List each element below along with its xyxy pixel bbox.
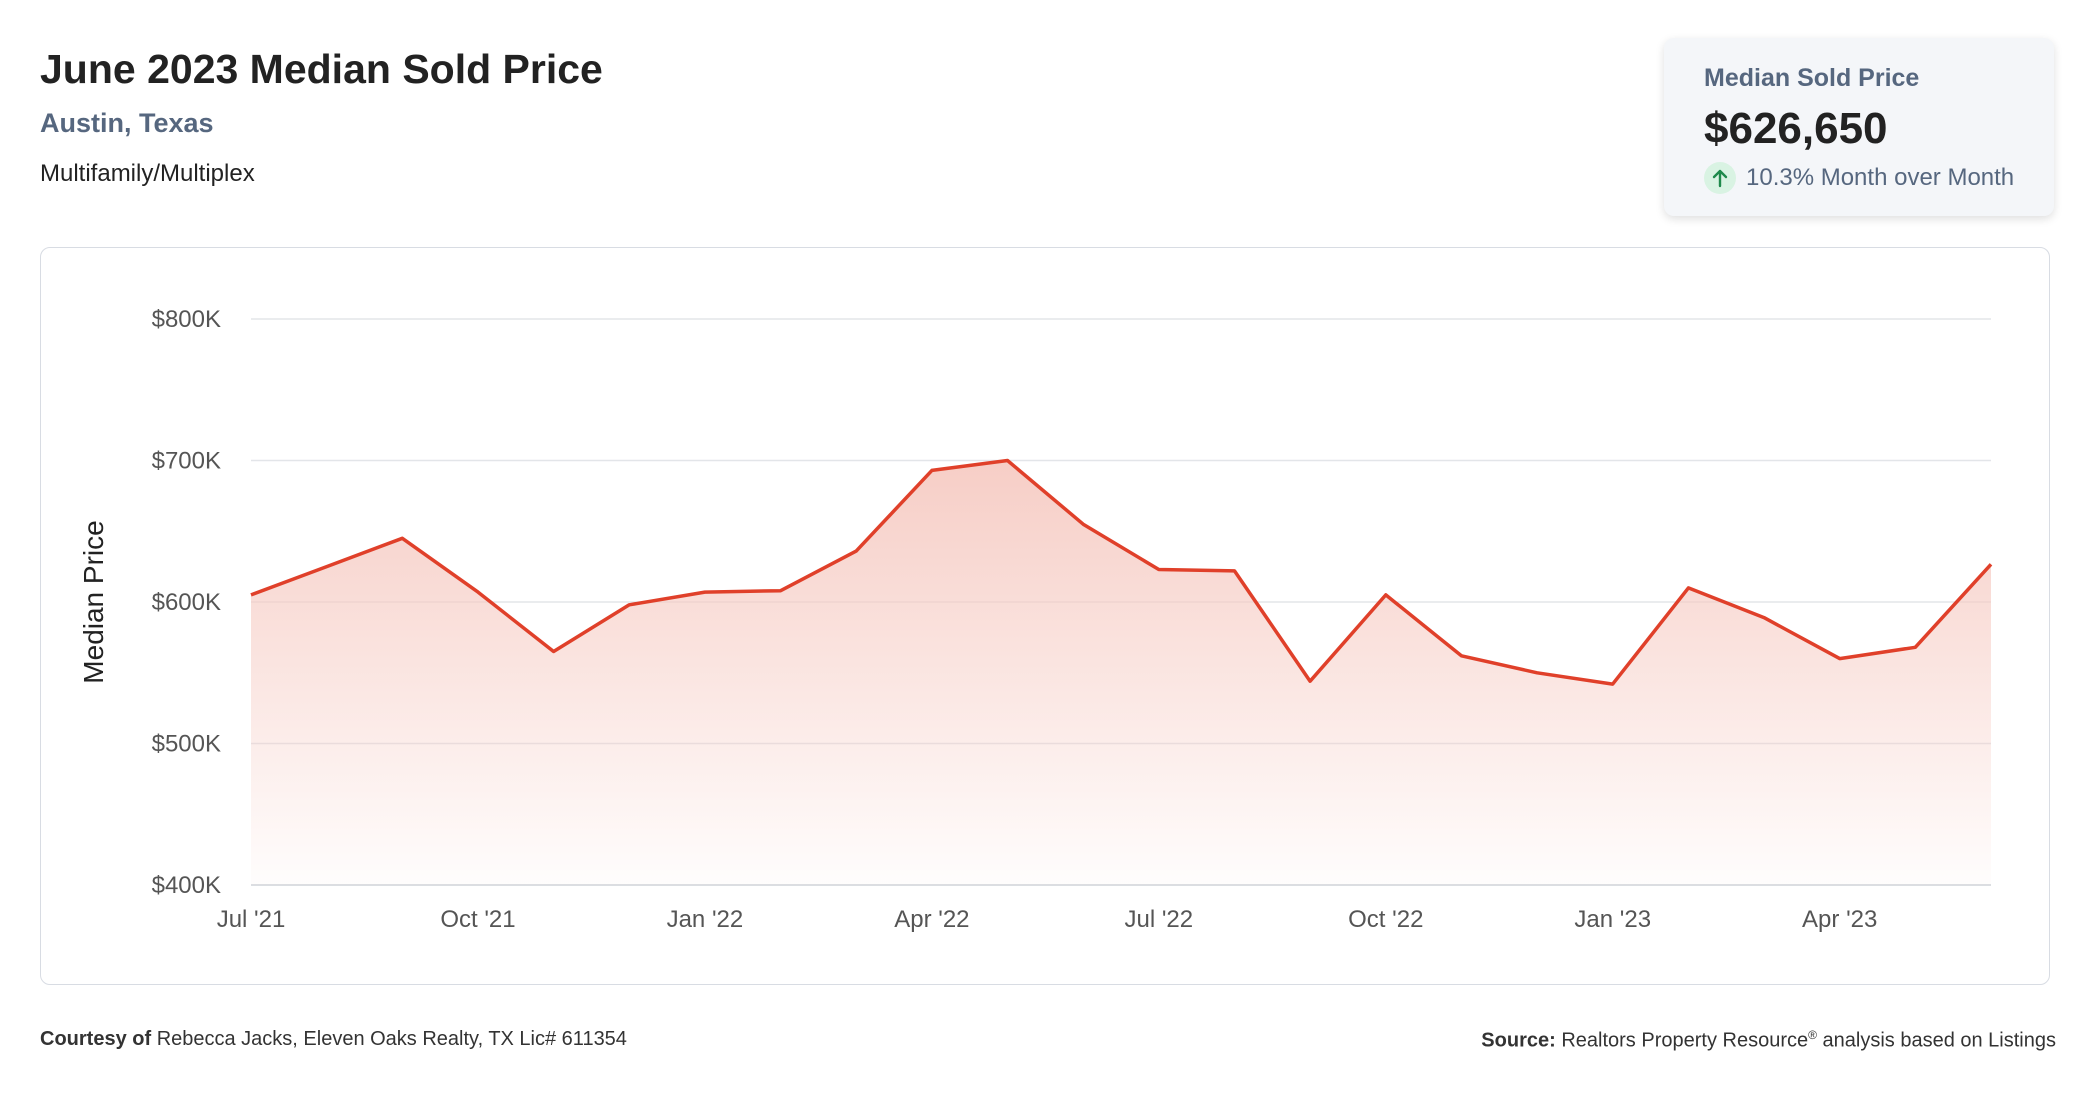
courtesy-footer: Courtesy of Rebecca Jacks, Eleven Oaks R… — [40, 1028, 627, 1051]
y-tick-label: $800K — [152, 306, 221, 333]
property-type-label: Multifamily/Multiplex — [40, 160, 255, 187]
kpi-card: Median Sold Price $626,650 10.3% Month o… — [1664, 38, 2054, 216]
page-title: June 2023 Median Sold Price — [40, 46, 603, 92]
source-label: Source: — [1481, 1029, 1556, 1052]
median-price-chart: $400K $500K $600K $700K $800K Jul '21 Oct '21 J… — [78, 306, 1993, 933]
x-tick-label: Oct '21 — [440, 906, 515, 933]
x-tick-label: Apr '23 — [1802, 906, 1877, 933]
registered-mark: ® — [1808, 1028, 1817, 1042]
y-tick-label: $500K — [152, 731, 221, 758]
series-area — [251, 460, 1991, 885]
chart-card: $400K $500K $600K $700K $800K Jul '21 Oct '21 J… — [40, 247, 2050, 985]
location-subtitle: Austin, Texas — [40, 108, 214, 138]
series-line — [250, 458, 1993, 686]
courtesy-text: Rebecca Jacks, Eleven Oaks Realty, TX Li… — [156, 1028, 627, 1050]
arrow-up-icon — [1704, 162, 1736, 194]
kpi-change: 10.3% Month over Month — [1704, 162, 2014, 194]
x-tick-label: Oct '22 — [1348, 906, 1423, 933]
kpi-label: Median Sold Price — [1704, 64, 1920, 92]
y-axis-title: Median Price — [78, 520, 109, 683]
y-tick-label: $700K — [152, 448, 221, 475]
x-tick-label: Jan '23 — [1574, 906, 1651, 933]
courtesy-label: Courtesy of — [40, 1028, 152, 1050]
x-tick-label: Apr '22 — [894, 906, 969, 933]
x-tick-label: Jul '22 — [1125, 906, 1194, 933]
y-tick-label: $400K — [152, 872, 221, 899]
y-tick-label: $600K — [152, 589, 221, 616]
source-rest: analysis based on Listings — [1822, 1029, 2056, 1052]
x-tick-label: Jul '21 — [217, 906, 286, 933]
x-tick-label: Jan '22 — [667, 906, 744, 933]
source-name: Realtors Property Resource — [1561, 1029, 1809, 1052]
source-footer: Source: Realtors Property Resource® anal… — [1481, 1028, 2056, 1053]
kpi-value: $626,650 — [1704, 104, 1888, 153]
kpi-change-text: 10.3% Month over Month — [1746, 164, 2015, 191]
